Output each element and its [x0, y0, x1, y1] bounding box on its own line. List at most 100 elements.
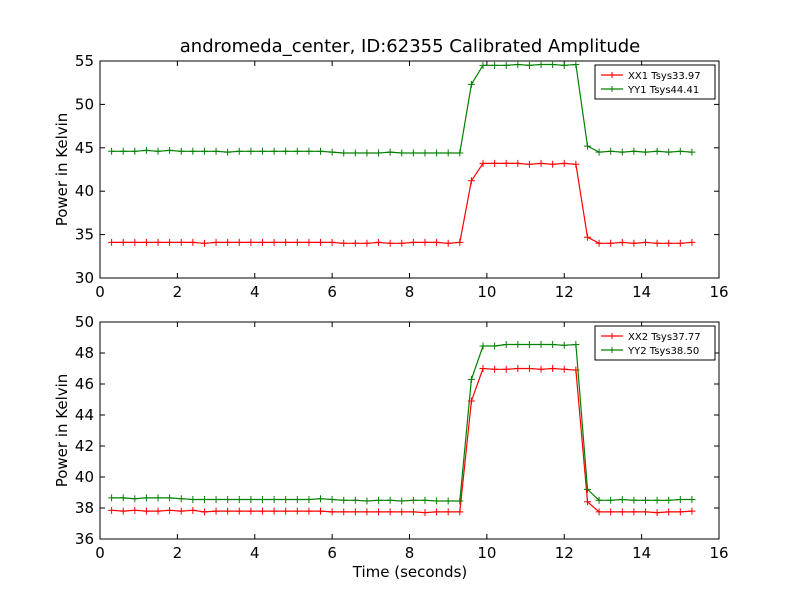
data-point	[200, 508, 208, 516]
data-point	[560, 159, 568, 167]
data-point	[328, 495, 336, 503]
data-point	[409, 508, 417, 516]
data-point	[293, 147, 301, 155]
data-point	[583, 485, 591, 493]
data-point	[375, 149, 383, 157]
data-point	[224, 507, 232, 515]
data-point	[200, 495, 208, 503]
data-point	[282, 147, 290, 155]
data-point	[409, 149, 417, 157]
data-point	[108, 494, 116, 502]
data-point	[641, 238, 649, 246]
data-point	[630, 496, 638, 504]
data-point	[572, 60, 580, 68]
data-point	[282, 495, 290, 503]
data-point	[514, 365, 522, 372]
data-point	[514, 159, 522, 167]
x-tick-label: 10	[477, 283, 496, 301]
data-point	[247, 238, 255, 246]
data-point	[305, 507, 313, 515]
data-point	[108, 147, 116, 155]
data-point	[433, 149, 441, 157]
data-point	[595, 496, 603, 504]
data-point	[340, 239, 348, 247]
data-point	[189, 147, 197, 155]
data-point	[537, 60, 545, 68]
data-point	[131, 495, 139, 503]
data-point	[166, 494, 174, 502]
data-point	[479, 61, 487, 69]
data-point	[177, 147, 185, 155]
data-point	[375, 508, 383, 516]
data-point	[212, 147, 220, 155]
data-point	[247, 147, 255, 155]
data-point	[386, 239, 394, 247]
data-point	[630, 147, 638, 155]
data-point	[142, 238, 150, 246]
x-tick-label: 0	[95, 544, 105, 562]
x-tick-label: 8	[405, 544, 415, 562]
data-point	[688, 495, 696, 503]
data-point	[166, 238, 174, 246]
data-point	[305, 238, 313, 246]
data-point	[328, 508, 336, 516]
data-point	[351, 508, 359, 516]
data-point	[676, 508, 684, 516]
data-point	[525, 160, 533, 168]
data-point	[676, 495, 684, 503]
data-point	[317, 238, 325, 246]
data-point	[235, 238, 243, 246]
data-point	[456, 149, 464, 157]
y-tick-label: 42	[75, 437, 94, 455]
data-point	[433, 238, 441, 246]
data-point	[270, 507, 278, 515]
data-point	[444, 239, 452, 247]
y-tick-label: 50	[75, 313, 94, 331]
x-tick-label: 10	[477, 544, 496, 562]
data-point	[282, 238, 290, 246]
data-point	[305, 495, 313, 503]
top-panel: 0 2 4 6 8 10 12 14 16 30 35 40 45 50 55 Power in Kelvin…	[53, 52, 729, 301]
data-point	[119, 494, 127, 502]
data-point	[688, 238, 696, 246]
data-point	[514, 60, 522, 68]
data-point	[177, 238, 185, 246]
data-point	[491, 365, 499, 373]
data-point	[456, 508, 464, 516]
y-tick-label: 44	[75, 406, 94, 424]
data-point	[641, 508, 649, 516]
data-point	[328, 148, 336, 156]
data-point	[224, 148, 232, 156]
legend-marker	[609, 86, 615, 92]
x-tick-label: 12	[555, 283, 574, 301]
data-point	[131, 506, 139, 514]
data-point	[525, 340, 533, 348]
data-point	[351, 239, 359, 247]
data-point	[200, 239, 208, 247]
data-point	[560, 365, 568, 373]
data-point	[549, 160, 557, 168]
x-tick-label: 8	[405, 283, 415, 301]
data-point	[317, 495, 325, 503]
data-point	[131, 238, 139, 246]
data-point	[212, 507, 220, 515]
y-axis-label: Power in Kelvin	[53, 374, 71, 488]
data-point	[491, 159, 499, 167]
data-point	[177, 507, 185, 515]
data-point	[595, 239, 603, 247]
data-point	[351, 149, 359, 157]
data-point	[444, 497, 452, 505]
data-point	[386, 508, 394, 516]
x-tick-label: 2	[173, 283, 183, 301]
data-point	[409, 238, 417, 246]
data-point	[235, 495, 243, 503]
data-point	[224, 495, 232, 503]
data-point	[119, 238, 127, 246]
data-point	[433, 497, 441, 505]
x-tick-label: 0	[95, 283, 105, 301]
data-point	[142, 494, 150, 502]
data-point	[525, 61, 533, 69]
data-point	[398, 497, 406, 505]
x-tick-label: 16	[709, 283, 728, 301]
